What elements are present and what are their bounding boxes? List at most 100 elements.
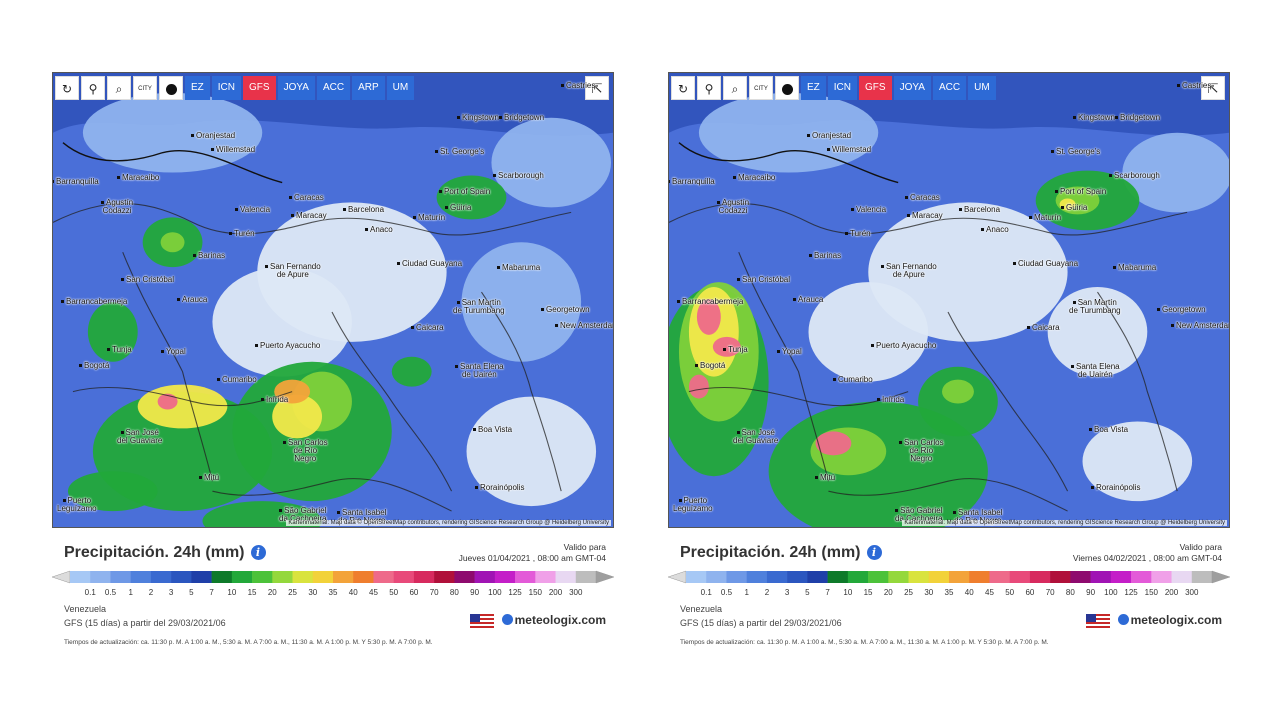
scale-value: 3 bbox=[168, 588, 174, 597]
city-label: San Fernando de Apure bbox=[881, 263, 937, 279]
map-title: Precipitación. 24h (mm) i bbox=[680, 544, 882, 562]
valid-label: Valido para bbox=[563, 542, 606, 552]
city-label: Port of Spain bbox=[1055, 187, 1106, 196]
city-label: Güiria bbox=[1061, 203, 1087, 212]
city-label: Boa Vista bbox=[1089, 425, 1128, 434]
info-icon[interactable]: i bbox=[866, 545, 882, 560]
scale-value: 2 bbox=[148, 588, 154, 597]
scale-value: 125 bbox=[1124, 588, 1138, 597]
scale-value: 0.5 bbox=[104, 588, 117, 597]
city-toggle-button[interactable]: CITY bbox=[749, 76, 773, 100]
city-label: Yopal bbox=[161, 347, 186, 356]
model-button-um[interactable]: UM bbox=[968, 76, 996, 100]
city-label: Anaco bbox=[981, 225, 1009, 234]
scale-value: 300 bbox=[569, 588, 583, 597]
city-label: Port of Spain bbox=[439, 187, 490, 196]
scale-value: 10 bbox=[843, 588, 853, 597]
model-button-gfs[interactable]: GFS bbox=[859, 76, 892, 100]
region-label: Venezuela bbox=[680, 604, 723, 614]
precipitation-map[interactable]: ↻ ⚲ ⌕ CITY EZ ICN GFS JOYA ACC ARP UM ⇱ Castries King… bbox=[52, 72, 614, 528]
city-label: Barcelona bbox=[959, 205, 1000, 214]
city-label: San José del Guaviare bbox=[733, 428, 779, 445]
city-label: Maturín bbox=[413, 213, 445, 222]
city-label: Oranjestad bbox=[191, 131, 235, 140]
scale-value: 0.1 bbox=[84, 588, 96, 597]
city-label: San Cristóbal bbox=[121, 275, 174, 284]
model-button-joya[interactable]: JOYA bbox=[277, 76, 315, 100]
city-label: Maracaibo bbox=[733, 173, 775, 182]
location-pin-icon[interactable]: ⚲ bbox=[697, 76, 721, 100]
dot-icon[interactable] bbox=[775, 76, 799, 100]
city-label: Cumaribo bbox=[217, 375, 257, 384]
city-label: Puerto Leguízamo bbox=[57, 496, 97, 513]
city-label: Boa Vista bbox=[473, 425, 512, 434]
valid-date: Valido para Viernes 04/02/2021 , 08:00 am… bbox=[1073, 542, 1222, 564]
scale-value: 50 bbox=[1005, 588, 1015, 597]
forecast-panel-right: ↻ ⚲ ⌕ CITY EZ ICN GFS JOYA ACC UM ⇱ Castries Kingsto… bbox=[668, 72, 1230, 652]
city-label: San Martín de Turumbang bbox=[453, 298, 505, 315]
brand-logo[interactable]: meteologix.com bbox=[1117, 613, 1222, 627]
city-label: Castries bbox=[561, 81, 595, 90]
scale-value: 5 bbox=[805, 588, 810, 597]
model-run-label: GFS (15 días) a partir del 29/03/2021/06 bbox=[64, 618, 226, 628]
city-label: Maracaibo bbox=[117, 173, 159, 182]
scale-value: 2 bbox=[764, 588, 770, 597]
city-label: Mabaruma bbox=[497, 263, 540, 272]
city-label: Scarborough bbox=[1109, 171, 1160, 180]
map-title-text: Precipitación. 24h (mm) bbox=[64, 544, 245, 561]
region-label: Venezuela bbox=[64, 604, 107, 614]
zoom-icon[interactable]: ⌕ bbox=[107, 76, 131, 100]
scale-value: 5 bbox=[189, 588, 194, 597]
dot-icon[interactable] bbox=[159, 76, 183, 100]
city-label: Bogotá bbox=[695, 361, 725, 370]
city-label: San Carlos de Río Negro bbox=[899, 439, 944, 463]
city-label: Güiria bbox=[445, 203, 471, 212]
scale-value: 1 bbox=[744, 588, 749, 597]
city-label: Maracay bbox=[291, 211, 327, 220]
refresh-icon[interactable]: ↻ bbox=[55, 76, 79, 100]
model-button-gfs[interactable]: GFS bbox=[243, 76, 276, 100]
scale-value: 200 bbox=[548, 588, 563, 597]
scale-value: 45 bbox=[369, 588, 378, 597]
city-label: New Amsterdam bbox=[1171, 321, 1229, 330]
city-label: São Gabriel da Cachoeira bbox=[895, 506, 943, 523]
model-button-icn[interactable]: ICN bbox=[211, 76, 242, 100]
scale-value: 25 bbox=[288, 588, 297, 597]
location-pin-icon[interactable]: ⚲ bbox=[81, 76, 105, 100]
city-label: Puerto Ayacucho bbox=[255, 341, 320, 350]
model-button-um[interactable]: UM bbox=[386, 76, 415, 100]
model-button-icn[interactable]: ICN bbox=[827, 76, 858, 100]
refresh-icon[interactable]: ↻ bbox=[671, 76, 695, 100]
precipitation-field bbox=[53, 73, 613, 527]
globe-icon bbox=[501, 614, 513, 625]
city-label: Bogotá bbox=[79, 361, 109, 370]
scale-value: 7 bbox=[209, 588, 214, 597]
city-label: Willemstad bbox=[211, 145, 255, 154]
scale-value: 20 bbox=[883, 588, 893, 597]
city-toggle-button[interactable]: CITY bbox=[133, 76, 157, 100]
scale-value: 80 bbox=[449, 588, 459, 597]
city-label: San Carlos de Río Negro bbox=[283, 439, 328, 463]
model-button-joya[interactable]: JOYA bbox=[893, 76, 931, 100]
model-button-acc[interactable]: ACC bbox=[316, 76, 351, 100]
scale-value: 7 bbox=[825, 588, 830, 597]
scale-value: 70 bbox=[1045, 588, 1055, 597]
us-flag-icon[interactable] bbox=[1086, 614, 1110, 628]
city-label: New Amsterdam bbox=[555, 321, 613, 330]
us-flag-icon[interactable] bbox=[470, 614, 494, 628]
scale-value: 40 bbox=[964, 588, 974, 597]
precipitation-map[interactable]: ↻ ⚲ ⌕ CITY EZ ICN GFS JOYA ACC UM ⇱ Castries Kingsto… bbox=[668, 72, 1230, 528]
globe-icon bbox=[1117, 614, 1129, 625]
map-attribution: Kartenmaterial: Map data © OpenStreetMap… bbox=[286, 520, 611, 526]
brand-logo[interactable]: meteologix.com bbox=[501, 613, 606, 627]
map-toolbar: ↻ ⚲ ⌕ CITY EZ ICN GFS JOYA ACC UM bbox=[671, 76, 996, 100]
city-label: Barcelona bbox=[343, 205, 384, 214]
zoom-icon[interactable]: ⌕ bbox=[723, 76, 747, 100]
model-button-ez[interactable]: EZ bbox=[801, 76, 826, 100]
city-label: Santa Elena de Uairén bbox=[1071, 363, 1120, 379]
model-button-acc[interactable]: ACC bbox=[932, 76, 967, 100]
model-button-ez[interactable]: EZ bbox=[185, 76, 210, 100]
model-button-arp[interactable]: ARP bbox=[352, 76, 385, 100]
city-label: San Fernando de Apure bbox=[265, 263, 321, 279]
info-icon[interactable]: i bbox=[250, 545, 266, 560]
